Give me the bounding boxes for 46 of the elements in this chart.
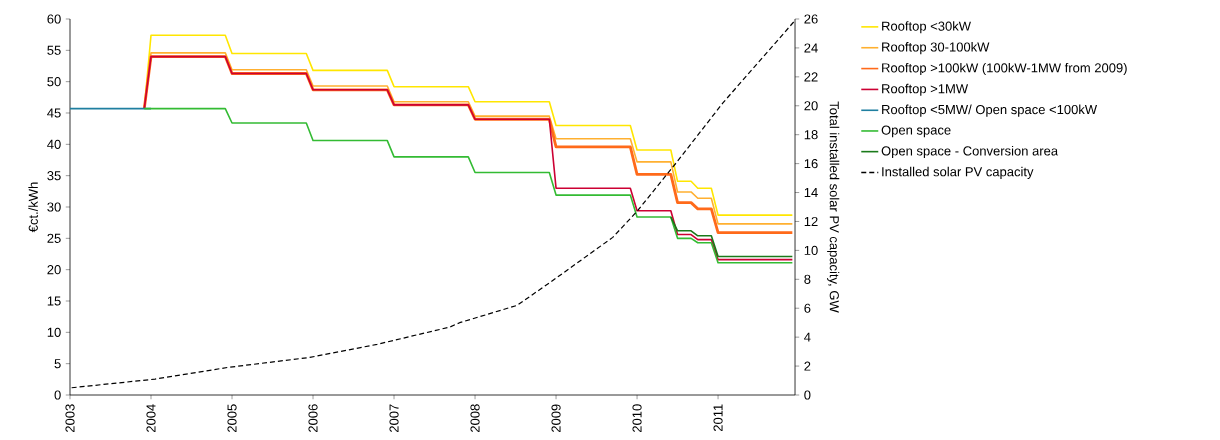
y-tick-label: 60 [47, 14, 61, 24]
x-tick-label: 2009 [551, 404, 561, 433]
y2-tick-label: 4 [804, 332, 811, 342]
y-tick-label: 5 [54, 359, 61, 369]
x-tick-label: 2010 [632, 404, 642, 433]
x-tick-label: 2007 [389, 404, 399, 433]
y-tick-label: 30 [47, 202, 61, 212]
y2-tick-label: 12 [804, 216, 818, 226]
legend-label: Rooftop <5MW/ Open space <100kW [882, 104, 1098, 117]
y2-tick-label: 6 [804, 303, 811, 313]
y-axis-title: €ct./kWh [28, 182, 38, 233]
y2-axis-title: Total installed solar PV capacity, GW [827, 101, 840, 313]
y-tick-label: 35 [47, 171, 61, 181]
y2-tick-label: 24 [804, 43, 818, 53]
y-tick-label: 20 [47, 265, 61, 275]
y2-tick-label: 14 [804, 188, 818, 198]
y-tick-label: 25 [47, 233, 61, 243]
x-tick-label: 2005 [227, 404, 237, 433]
x-tick-label: 2011 [713, 404, 723, 432]
y-tick-label: 40 [47, 139, 61, 149]
legend-label: Open space [881, 125, 951, 138]
y-tick-label: 0 [54, 390, 61, 400]
y-tick-label: 10 [47, 327, 61, 337]
legend-label: Rooftop >100kW (100kW-1MW from 2009) [882, 62, 1127, 76]
x-tick-label: 2006 [308, 404, 318, 433]
x-tick-label: 2003 [65, 404, 75, 433]
y2-tick-label: 18 [804, 130, 818, 140]
y-tick-label: 45 [47, 108, 61, 118]
y-tick-label: 50 [47, 77, 61, 87]
y2-tick-label: 10 [804, 245, 818, 255]
legend-label: Rooftop 30-100kW [882, 42, 990, 55]
y2-tick-label: 2 [804, 361, 811, 371]
y-tick-label: 55 [47, 45, 61, 55]
legend-label: Rooftop >1MW [882, 83, 969, 96]
x-tick-label: 2008 [470, 404, 480, 433]
x-tick-label: 2004 [146, 404, 156, 433]
y2-tick-label: 26 [804, 14, 818, 24]
y2-tick-label: 8 [804, 274, 811, 284]
y2-tick-label: 22 [804, 72, 818, 82]
y-tick-label: 15 [47, 296, 61, 306]
legend-label: Installed solar PV capacity [882, 166, 1034, 179]
y2-tick-label: 0 [804, 390, 811, 400]
legend-label: Rooftop <30kW [882, 21, 971, 34]
y2-tick-label: 20 [804, 101, 818, 111]
legend-label: Open space - Conversion area [881, 145, 1059, 159]
y2-tick-label: 16 [804, 159, 818, 169]
